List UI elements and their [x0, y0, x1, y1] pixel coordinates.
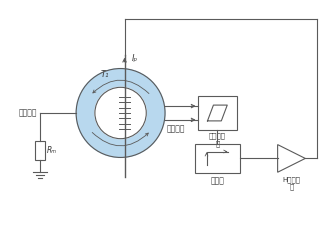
Text: 積分器: 積分器 — [210, 176, 224, 185]
Text: Rₘ: Rₘ — [46, 146, 56, 155]
Circle shape — [95, 87, 146, 139]
Bar — [35, 141, 44, 160]
Text: 磁滯比較
器: 磁滯比較 器 — [209, 133, 226, 147]
Bar — [198, 96, 237, 130]
Text: T₁: T₁ — [101, 70, 109, 79]
Text: Iₚ: Iₚ — [131, 54, 138, 63]
Circle shape — [76, 69, 165, 158]
Text: 反饋繞組: 反饋繞組 — [19, 108, 38, 117]
Text: H橋驅動
器: H橋驅動 器 — [283, 176, 301, 190]
Bar — [195, 144, 240, 173]
Text: 勵磁繞組: 勵磁繞組 — [167, 124, 185, 133]
